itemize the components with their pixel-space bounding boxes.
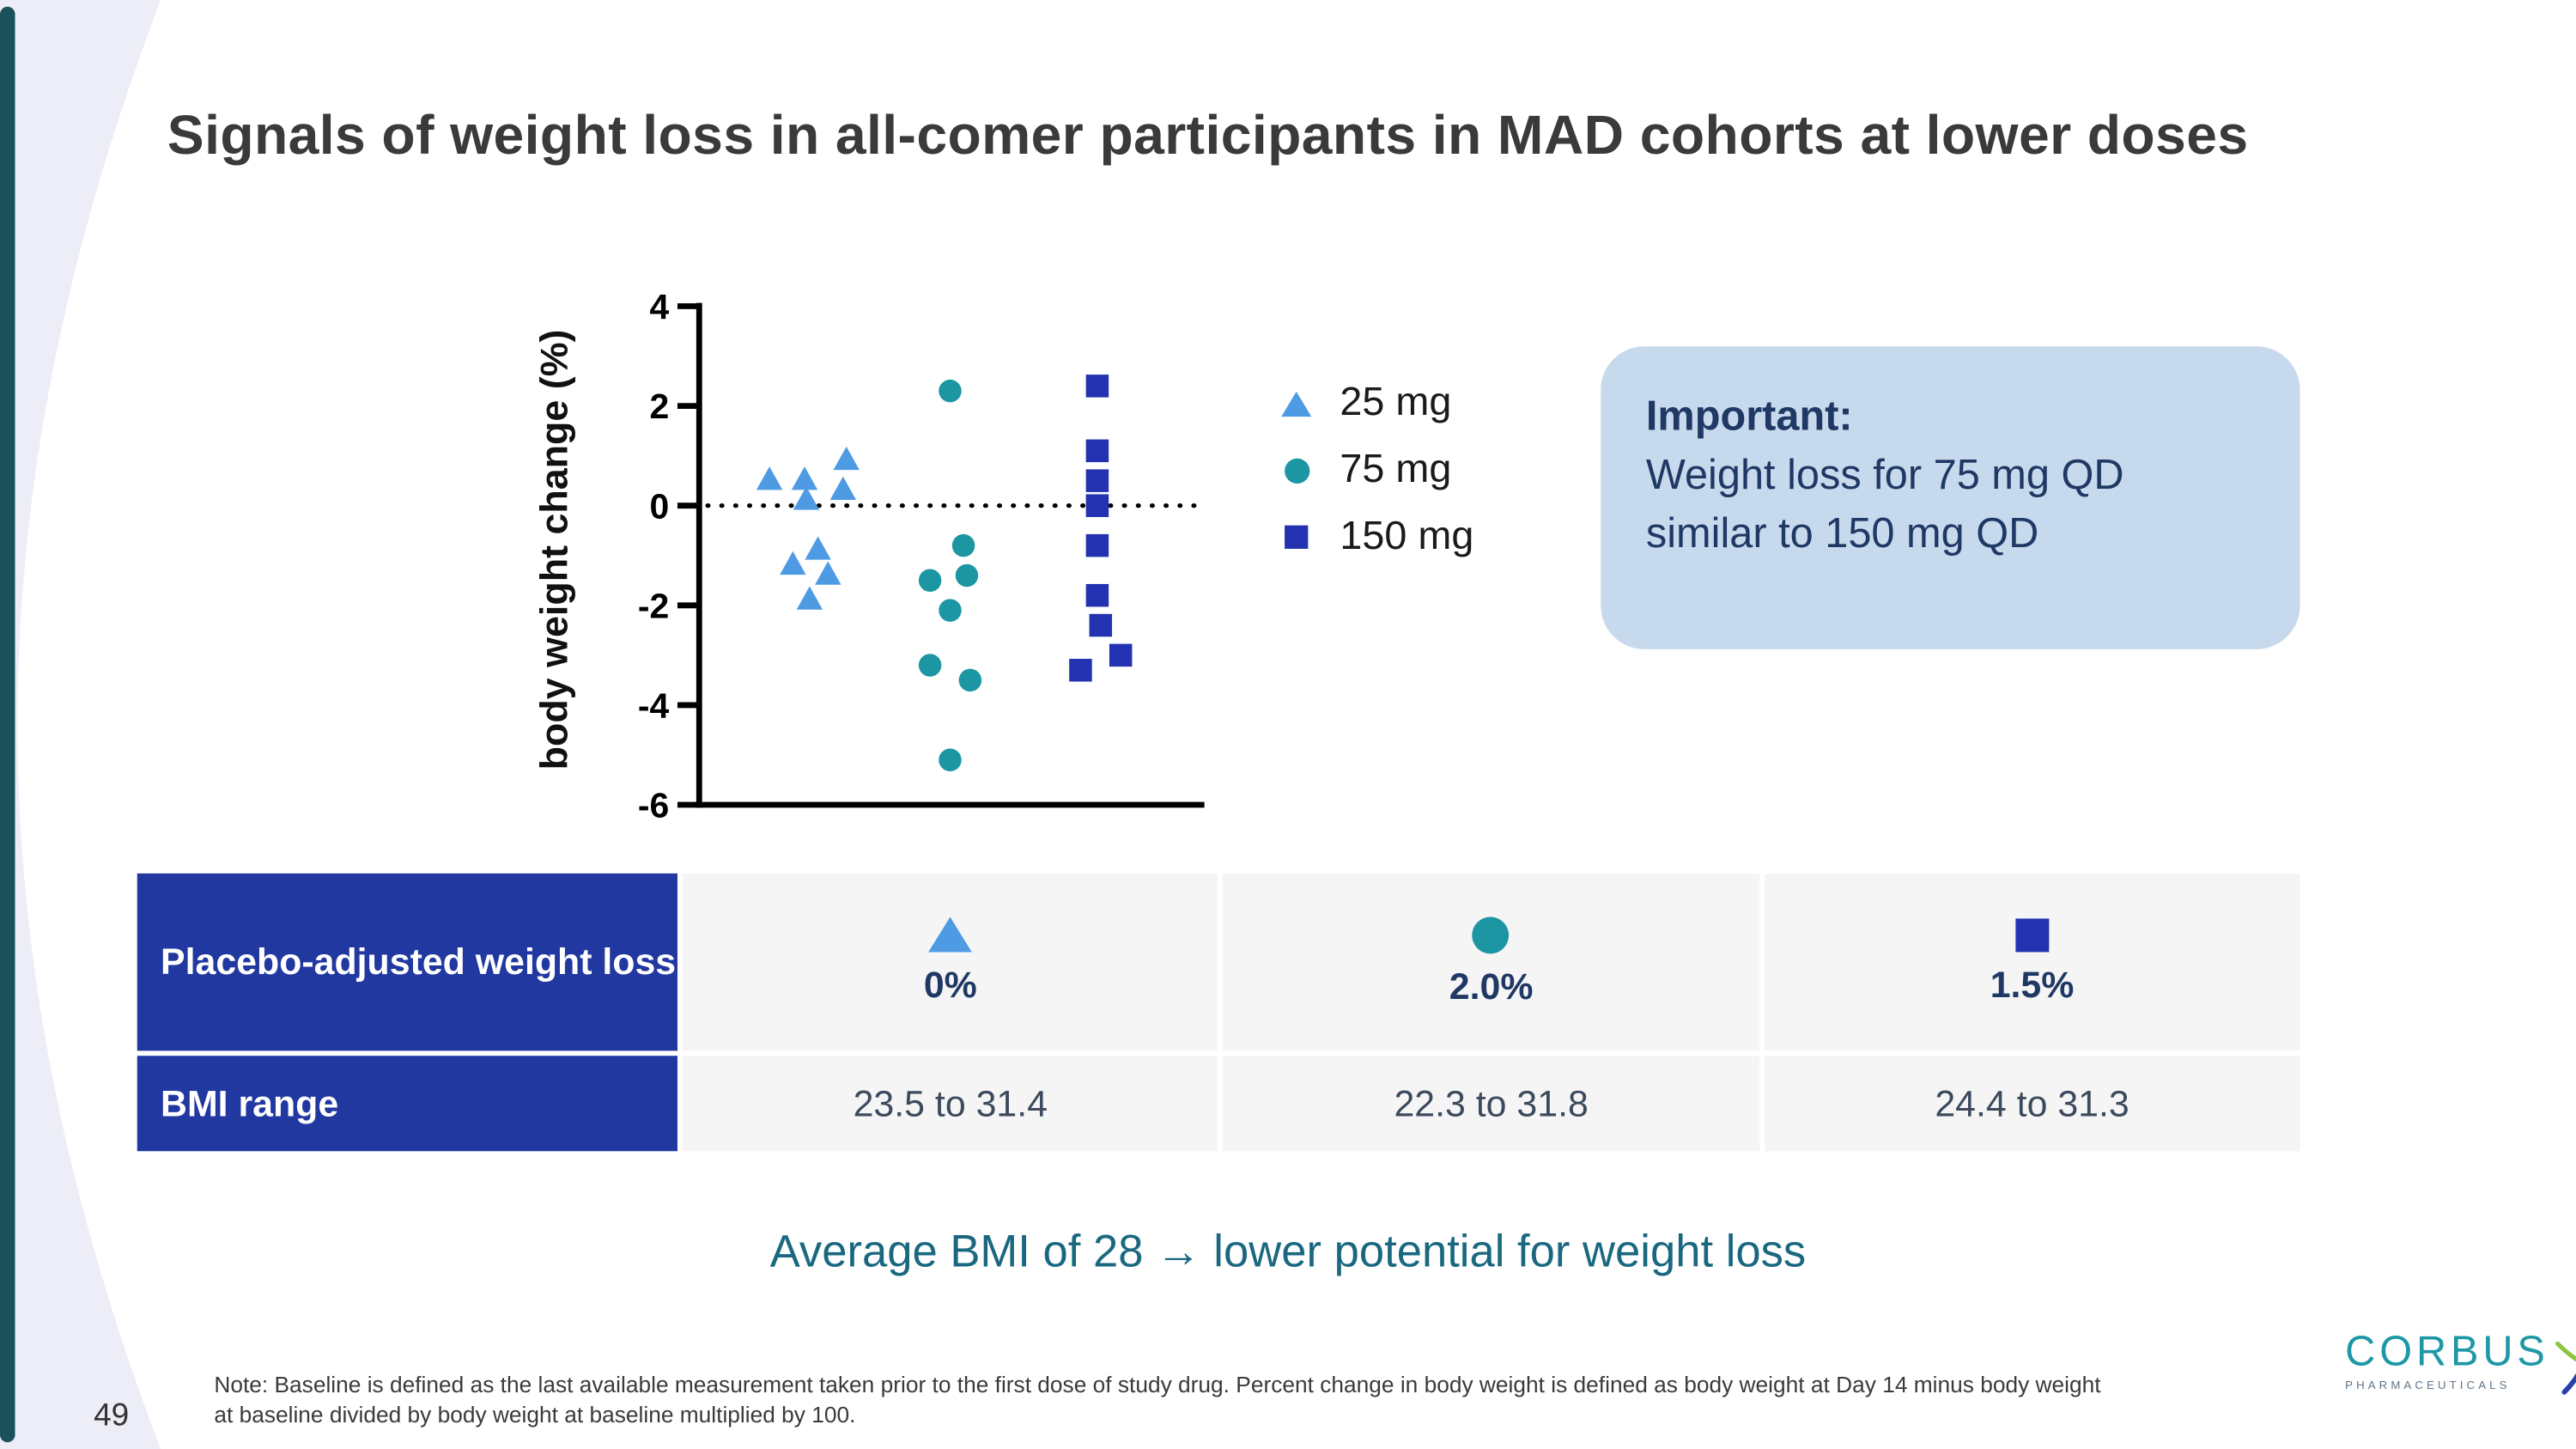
svg-text:-2: -2 <box>638 586 669 625</box>
weight-loss-cell-150mg: 1.5% <box>1764 873 2300 1051</box>
corbus-logo: CORBUS PHARMACEUTICALS <box>2345 1329 2576 1397</box>
weight-loss-value: 1.5% <box>1990 963 2075 1005</box>
svg-text:0: 0 <box>649 486 669 526</box>
weight-loss-cell-25mg: 0% <box>682 873 1218 1051</box>
svg-text:-6: -6 <box>638 786 669 825</box>
svg-text:2: 2 <box>649 387 669 426</box>
summary-table: Placebo-adjusted weight loss 0% 2.0% 1.5… <box>137 873 2300 1152</box>
legend-item-75mg: 75 mg <box>1274 436 1473 503</box>
callout-line: similar to 150 mg QD <box>1645 510 2039 557</box>
page-number: 49 <box>94 1398 130 1434</box>
footnote-line: Note: Baseline is defined as the last av… <box>214 1372 2101 1397</box>
scatter-plot: 4 2 0 -2 -4 -6 <box>532 265 1234 842</box>
circle-marker-icon <box>1473 916 1510 953</box>
legend-label: 75 mg <box>1340 447 1452 492</box>
bmi-range-cell-150mg: 24.4 to 31.3 <box>1764 1056 2300 1152</box>
corbus-subtitle: PHARMACEUTICALS <box>2345 1380 2511 1392</box>
left-edge-bar <box>0 6 15 1443</box>
square-marker-icon <box>2015 917 2050 952</box>
svg-text:-4: -4 <box>638 686 670 726</box>
weight-loss-value: 2.0% <box>1449 965 1534 1007</box>
corbus-logo-figure-icon <box>2555 1341 2576 1395</box>
weight-loss-value: 0% <box>923 964 977 1006</box>
legend-item-25mg: 25 mg <box>1274 370 1473 437</box>
corbus-logo-text: CORBUS PHARMACEUTICALS <box>2345 1329 2549 1392</box>
legend-label: 25 mg <box>1340 380 1452 425</box>
important-callout: Important: Weight loss for 75 mg QD simi… <box>1601 346 2300 649</box>
chart-legend: 25 mg 75 mg 150 mg <box>1274 370 1473 571</box>
corbus-wordmark: CORBUS <box>2345 1328 2549 1376</box>
weight-loss-cell-75mg: 2.0% <box>1223 873 1759 1051</box>
row-label-weight-loss: Placebo-adjusted weight loss <box>137 873 677 1051</box>
legend-item-150mg: 150 mg <box>1274 503 1473 570</box>
callout-heading: Important: <box>1645 393 1853 441</box>
left-curve-decoration <box>0 0 161 1449</box>
legend-label: 150 mg <box>1340 514 1474 559</box>
triangle-marker-icon <box>928 916 973 953</box>
callout-line: Weight loss for 75 mg QD <box>1645 451 2124 499</box>
square-marker-icon <box>1285 525 1309 549</box>
footnote: Note: Baseline is defined as the last av… <box>214 1370 2238 1429</box>
circle-marker-icon <box>1284 457 1309 484</box>
footnote-line: at baseline divided by body weight at ba… <box>214 1402 856 1428</box>
average-bmi-statement: Average BMI of 28 → lower potential for … <box>769 1226 1807 1277</box>
row-label-bmi-range: BMI range <box>137 1056 677 1152</box>
triangle-marker-icon <box>1281 390 1312 417</box>
svg-text:4: 4 <box>649 287 669 326</box>
bmi-range-cell-75mg: 22.3 to 31.8 <box>1223 1056 1759 1152</box>
page-title: Signals of weight loss in all-comer part… <box>167 103 2249 166</box>
bmi-range-cell-25mg: 23.5 to 31.4 <box>682 1056 1218 1152</box>
